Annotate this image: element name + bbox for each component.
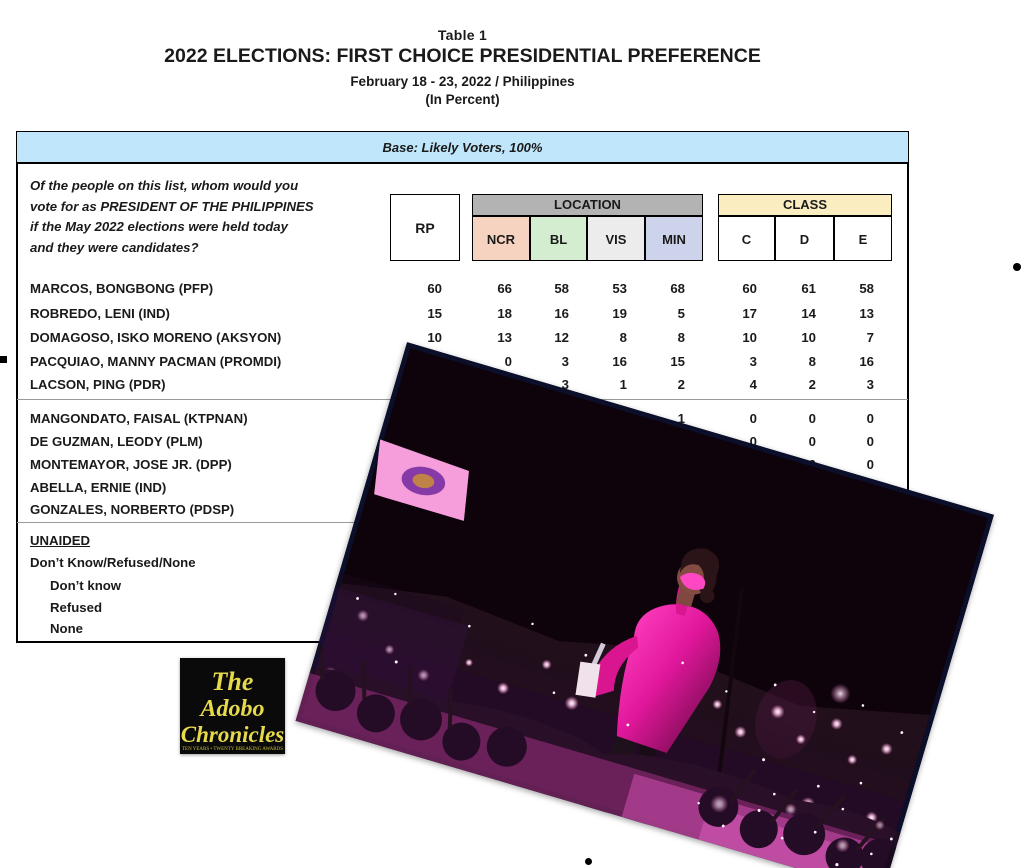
svg-text:Adobo: Adobo: [198, 696, 264, 722]
svg-text:Chronicles: Chronicles: [181, 722, 285, 747]
svg-text:TEN YEARS • TWENTY BREAKING AW: TEN YEARS • TWENTY BREAKING AWARDS: [182, 747, 283, 752]
svg-text:The: The: [212, 667, 254, 696]
